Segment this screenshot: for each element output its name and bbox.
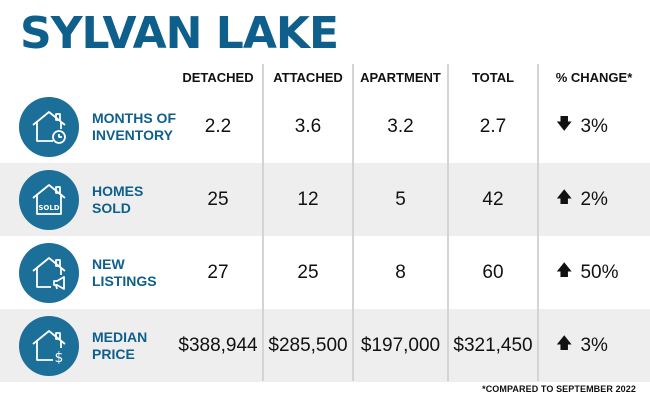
table-row-months-of-inventory: MONTHS OF INVENTORY 2.2 3.6 3.2 2.7 🡇 3% (0, 90, 650, 163)
row-label-line2: INVENTORY (92, 126, 173, 143)
table-row-median-price: $ MEDIAN PRICE $388,944 $285,500 $197,00… (0, 309, 650, 382)
arrow-up-icon: 🡅 (556, 262, 573, 279)
cell-apartment: $197,000 (360, 334, 441, 356)
column-divider (537, 64, 539, 381)
arrow-up-icon: 🡅 (556, 335, 573, 352)
sold-label: SOLD (38, 204, 59, 212)
cell-detached: 2.2 (204, 115, 232, 137)
row-label-line1: MEDIAN (92, 328, 148, 345)
cell-attached: 25 (297, 261, 319, 283)
row-label-line1: NEW (92, 255, 125, 272)
cell-total: 2.7 (479, 115, 507, 137)
column-divider (262, 64, 264, 381)
row-label: MEDIAN PRICE (92, 309, 187, 382)
change-value: 3% (580, 115, 608, 137)
cell-change: 🡅 2% (538, 163, 650, 236)
row-label-line1: HOMES (92, 182, 144, 199)
row-label: NEW LISTINGS (92, 236, 187, 309)
cell-detached: 27 (207, 261, 229, 283)
header-apartment: APARTMENT (360, 69, 441, 85)
change-value: 3% (580, 334, 608, 356)
cell-detached: $388,944 (178, 334, 258, 356)
header-total: TOTAL (471, 69, 515, 85)
cell-apartment: 3.2 (387, 115, 414, 137)
row-label-line2: PRICE (92, 345, 135, 362)
cell-apartment: 8 (395, 261, 406, 283)
cell-change: 🡇 3% (538, 90, 650, 163)
cell-change: 🡅 3% (538, 309, 650, 382)
cell-apartment: 5 (395, 188, 406, 210)
house-sold-icon: SOLD (19, 170, 79, 230)
footnote: *COMPARED TO SEPTEMBER 2022 (482, 384, 636, 394)
cell-change: 🡅 50% (538, 236, 650, 309)
table-row-homes-sold: SOLD HOMES SOLD 25 12 5 42 🡅 2% (0, 163, 650, 236)
cell-total: 42 (482, 188, 504, 210)
header-attached: ATTACHED (273, 69, 343, 85)
change-value: 50% (580, 261, 619, 283)
row-label: MONTHS OF INVENTORY (92, 90, 187, 163)
svg-text:$: $ (55, 350, 64, 366)
cell-detached: 25 (207, 188, 229, 210)
header-detached: DETACHED (182, 69, 254, 85)
row-label-line2: LISTINGS (92, 272, 157, 289)
house-megaphone-icon (19, 243, 79, 303)
arrow-down-icon: 🡇 (556, 116, 573, 133)
header-change: % CHANGE* (555, 69, 633, 85)
column-divider (352, 64, 354, 381)
cell-total: $321,450 (453, 334, 533, 356)
row-label: HOMES SOLD (92, 163, 187, 236)
table-row-new-listings: NEW LISTINGS 27 25 8 60 🡅 50% (0, 236, 650, 309)
row-label-line2: SOLD (92, 199, 131, 216)
page-title: SYLVAN LAKE (20, 8, 339, 59)
house-clock-icon (19, 97, 79, 157)
column-divider (447, 64, 449, 381)
row-label-line1: MONTHS OF (92, 109, 176, 126)
cell-attached: $285,500 (268, 334, 348, 356)
change-value: 2% (580, 188, 608, 210)
cell-attached: 3.6 (294, 115, 322, 137)
cell-attached: 12 (297, 188, 319, 210)
cell-total: 60 (482, 261, 504, 283)
house-dollar-icon: $ (19, 316, 79, 376)
arrow-up-icon: 🡅 (556, 189, 573, 206)
